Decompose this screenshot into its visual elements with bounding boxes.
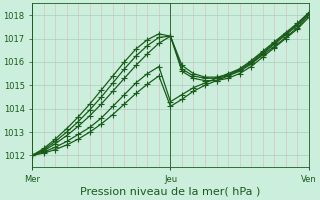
- X-axis label: Pression niveau de la mer( hPa ): Pression niveau de la mer( hPa ): [80, 187, 260, 197]
